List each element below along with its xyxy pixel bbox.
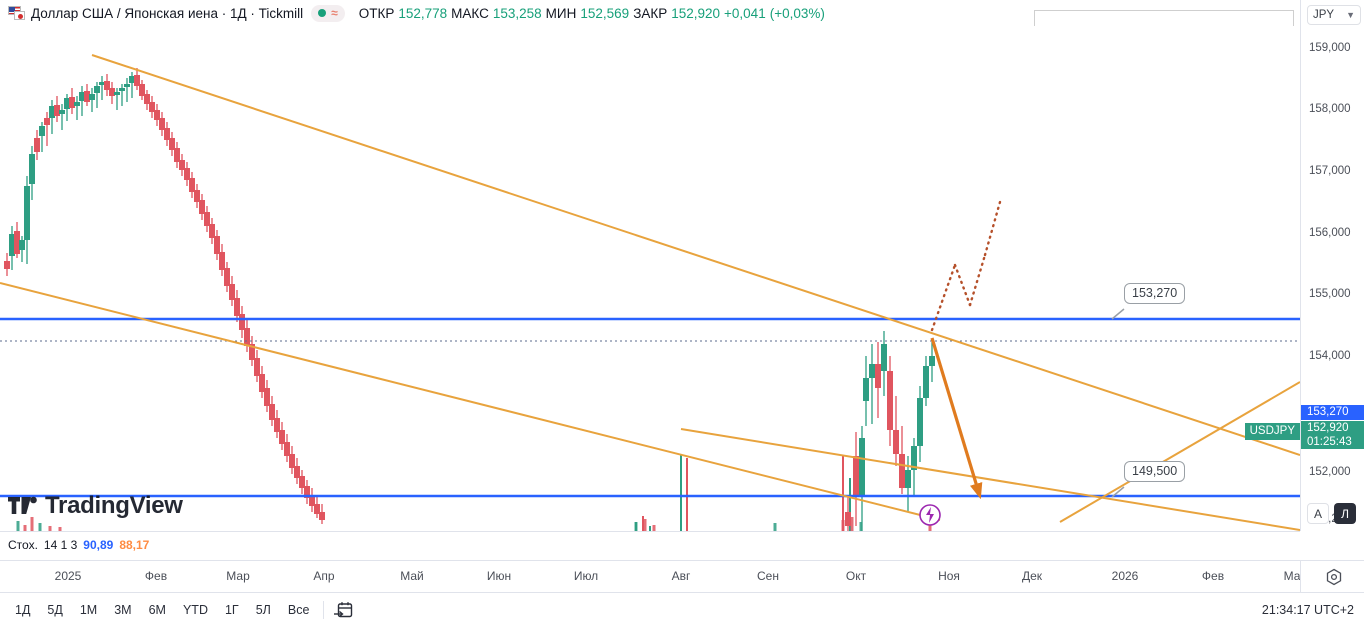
current-price-value: 152,920 [1307, 422, 1349, 434]
stochastic-params: 14 1 3 [43, 538, 78, 552]
time-axis[interactable]: 2025 Фев Мар Апр Май Июн Июл Авг Сен Окт Ноя Дек 202… [0, 560, 1364, 593]
tradingview-watermark: TradingView [8, 492, 183, 520]
price-tick: 159,000 [1309, 42, 1351, 54]
go-to-date-icon[interactable] [331, 599, 355, 621]
time-tick: Июл [573, 569, 599, 583]
open-value: 152,778 [398, 5, 448, 21]
price-tick: 155,000 [1309, 288, 1351, 300]
scale-mode-toggles: А Л [1307, 503, 1356, 524]
time-tick: Мар [226, 569, 250, 583]
range-button-YTD[interactable]: YTD [182, 603, 208, 617]
low-value: 152,569 [580, 5, 630, 21]
price-callout-support[interactable]: 149,500 [1124, 461, 1186, 482]
time-tick: Фев [144, 569, 168, 583]
price-tick: 152,000 [1309, 466, 1351, 478]
high-value: 153,258 [492, 5, 542, 21]
axis-divider [1300, 561, 1301, 593]
price-tick: 154,000 [1309, 350, 1351, 362]
approx-icon: ≈ [331, 6, 338, 20]
chart-clock[interactable]: 21:34:17 UTC+2 [1261, 603, 1354, 617]
usd-jpy-flags-icon [8, 5, 25, 21]
market-open-dot-icon [318, 9, 327, 17]
time-tick: Апр [313, 569, 335, 583]
bar-countdown: 01:25:43 [1307, 436, 1352, 448]
range-button-3М[interactable]: 3М [114, 603, 132, 617]
open-label: ОТКР [358, 5, 395, 21]
auto-scale-button[interactable]: А [1307, 503, 1329, 524]
stochastic-k-value: 90,89 [83, 538, 114, 552]
market-status-pill: ≈ [311, 4, 345, 22]
drawing-overlays [0, 54, 1300, 531]
price-tick: 158,000 [1309, 103, 1351, 115]
chart-plot [0, 54, 1300, 531]
chart-canvas[interactable]: TradingView 153,270 149,500 [0, 26, 1300, 531]
time-tick: 2025 [54, 569, 82, 583]
price-tick: 156,000 [1309, 227, 1351, 239]
time-tick: Май [400, 569, 424, 583]
time-tick: Фев [1201, 569, 1225, 583]
range-button-5Д[interactable]: 5Д [47, 603, 63, 617]
price-tick: 157,000 [1309, 165, 1351, 177]
currency-selector[interactable]: JPY ▼ [1307, 5, 1361, 25]
close-label: ЗАКР [633, 5, 668, 21]
resistance-level-tag: 153,270 [1301, 405, 1364, 420]
symbol-price-tag: USDJPY [1244, 423, 1300, 440]
price-callout-resistance[interactable]: 153,270 [1124, 283, 1186, 304]
time-tick: Сен [757, 569, 779, 583]
range-button-5Л[interactable]: 5Л [255, 603, 271, 617]
stochastic-d-value: 88,17 [119, 538, 150, 552]
range-button-1М[interactable]: 1М [79, 603, 98, 617]
stochastic-legend[interactable]: Стох. 14 1 3 90,89 88,17 [8, 538, 149, 552]
chart-settings-icon[interactable] [1323, 566, 1345, 588]
time-tick: 2026 [1111, 569, 1139, 583]
ohlc-values: ОТКР 152,778 МАКС 153,258 МИН 152,569 ЗАКР 1… [359, 6, 825, 21]
current-price-tag: 152,920 01:25:43 [1301, 421, 1364, 449]
toolbar-divider [323, 601, 325, 619]
range-button-1Д[interactable]: 1Д [15, 603, 31, 617]
time-tick: Дек [1021, 569, 1043, 583]
symbol-title[interactable]: Доллар США / Японская иена · 1Д · Tickmi… [31, 5, 304, 21]
tradingview-name: TradingView [45, 492, 183, 519]
change-percent: (+0,03%) [769, 5, 825, 21]
currency-label: JPY [1313, 9, 1335, 21]
log-scale-button[interactable]: Л [1334, 503, 1356, 524]
low-label: МИН [545, 5, 577, 21]
candlestick-series [4, 68, 935, 531]
bottom-toolbar: 1Д 5Д 1М 3М 6М YTD 1Г 5Л Все 21:34:17 UTC+2 [0, 592, 1364, 627]
chevron-down-icon: ▼ [1346, 10, 1355, 20]
range-selector: 1Д 5Д 1М 3М 6М YTD 1Г 5Л Все [0, 599, 316, 621]
range-button-Все[interactable]: Все [287, 603, 310, 617]
time-tick: Июн [486, 569, 512, 583]
change-value: +0,041 [724, 5, 766, 21]
time-tick: Авг [671, 569, 691, 583]
range-button-6М[interactable]: 6М [148, 603, 166, 617]
tradingview-logo-icon [8, 496, 37, 514]
stochastic-pane[interactable]: Стох. 14 1 3 90,89 88,17 [0, 531, 1300, 560]
time-tick: Ноя [938, 569, 960, 583]
close-value: 152,920 [671, 5, 721, 21]
range-button-1Г[interactable]: 1Г [224, 603, 239, 617]
price-scale[interactable]: JPY ▼ 159,000 158,000 157,000 156,000 155,00… [1244, 0, 1364, 627]
high-label: МАКС [451, 5, 489, 21]
time-tick: Ма [1283, 569, 1301, 583]
time-tick: Окт [845, 569, 867, 583]
stochastic-name: Стох. [8, 538, 38, 552]
